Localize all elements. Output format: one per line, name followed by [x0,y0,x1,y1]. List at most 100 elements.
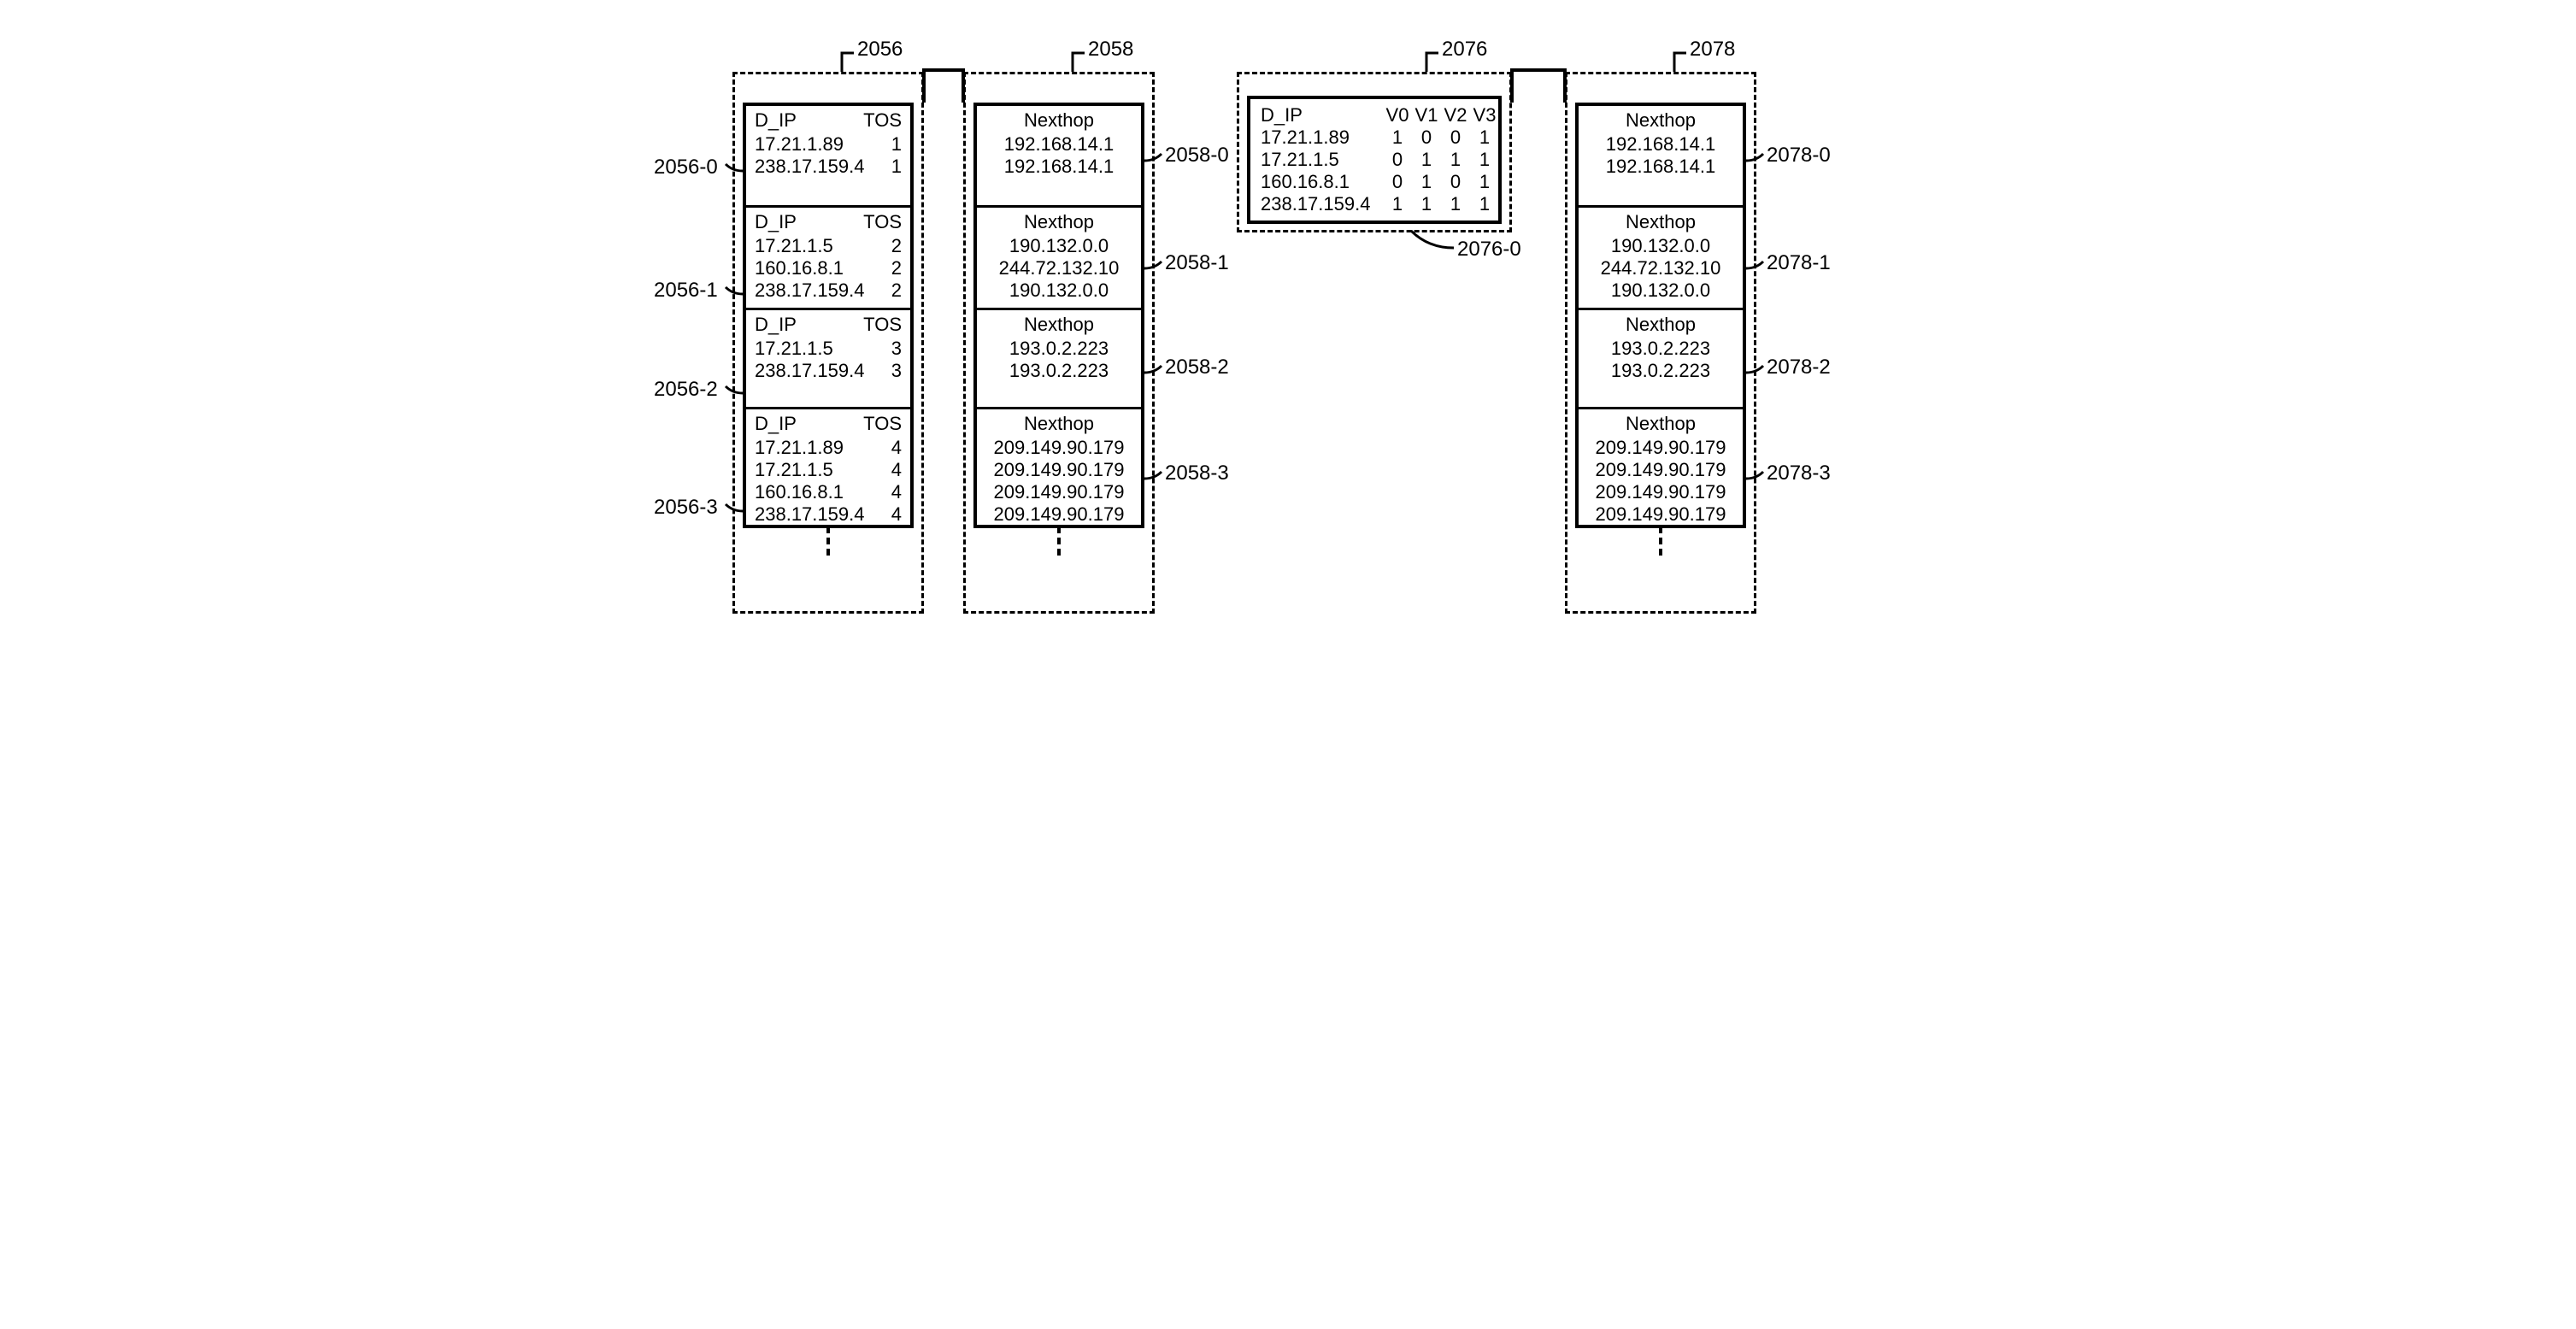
cell: 17.21.1.5 [755,338,833,360]
table-2056: D_IP TOS 17.21.1.89 1 238.17.159.4 1 D_IP TO… [743,103,914,528]
hdr-dip: D_IP [755,314,797,336]
cell: 238.17.159.4 [755,279,864,302]
cell: 1 [1385,126,1409,149]
cell: 4 [885,481,902,503]
hdr-tos: TOS [863,109,902,132]
section-2078-3: Nexthop 209.149.90.179 209.149.90.179 20… [1579,407,1743,525]
cell: 238.17.159.4 [755,360,864,382]
hdr-nexthop: Nexthop [1626,413,1696,435]
hdr-dip: D_IP [755,211,797,233]
cell: 1 [1385,193,1409,215]
hdr-nexthop: Nexthop [1626,109,1696,132]
cell: 1 [885,156,902,178]
cell: 238.17.159.4 [755,503,864,526]
bracket-2076-left [1510,68,1514,103]
cell: 1 [1473,149,1497,171]
cell: 17.21.1.89 [755,437,844,459]
cell: 193.0.2.223 [1611,360,1710,382]
bracket-2076-top [1510,68,1567,72]
ref-2076: 2076 [1442,38,1487,62]
table-2058: Nexthop 192.168.14.1 192.168.14.1 Nextho… [973,103,1144,528]
ref-2078-3: 2078-3 [1767,462,1831,485]
ref-2078: 2078 [1690,38,1735,62]
continuation-dots-2078 [1659,526,1662,556]
cell: 4 [885,437,902,459]
hdr-tos: TOS [863,413,902,435]
leader-2056-1 [717,285,743,309]
cell: 190.132.0.0 [1009,235,1109,257]
cell: 160.16.8.1 [1261,171,1380,193]
cell: 17.21.1.5 [755,235,833,257]
leader-2056-0 [717,162,743,186]
cell: 0 [1385,149,1409,171]
cell: 1 [1414,193,1438,215]
hdr-dip: D_IP [755,109,797,132]
table-2078: Nexthop 192.168.14.1 192.168.14.1 Nextho… [1575,103,1746,528]
cell: 17.21.1.89 [1261,126,1380,149]
section-2058-1: Nexthop 190.132.0.0 244.72.132.10 190.13… [977,205,1141,308]
cell: 209.149.90.179 [1596,503,1726,526]
cell: 4 [885,503,902,526]
hdr-tos: TOS [863,211,902,233]
cell: 17.21.1.5 [1261,149,1380,171]
cell: 1 [1473,126,1497,149]
hdr-v3: V3 [1473,104,1497,126]
cell: 238.17.159.4 [755,156,864,178]
cell: 244.72.132.10 [999,257,1120,279]
cell: 1 [1473,171,1497,193]
cell: 209.149.90.179 [994,437,1125,459]
section-2078-0: Nexthop 192.168.14.1 192.168.14.1 [1579,106,1743,205]
hdr-nexthop: Nexthop [1626,314,1696,336]
cell: 209.149.90.179 [1596,481,1726,503]
ref-2056-0: 2056-0 [654,156,718,179]
cell: 1 [1444,149,1467,171]
leader-2076-0 [1411,227,1462,258]
section-2078-1: Nexthop 190.132.0.0 244.72.132.10 190.13… [1579,205,1743,308]
cell: 1 [1414,171,1438,193]
hdr-nexthop: Nexthop [1626,211,1696,233]
hdr-nexthop: Nexthop [1024,109,1094,132]
cell: 1 [885,133,902,156]
continuation-dots-2056 [826,526,830,556]
cell: 160.16.8.1 [755,257,844,279]
cell: 192.168.14.1 [1606,133,1715,156]
cell: 192.168.14.1 [1004,156,1114,178]
cell: 2 [885,235,902,257]
cell: 190.132.0.0 [1611,235,1710,257]
hdr-nexthop: Nexthop [1024,413,1094,435]
cell: 17.21.1.89 [755,133,844,156]
cell: 0 [1444,171,1467,193]
section-2058-3: Nexthop 209.149.90.179 209.149.90.179 20… [977,407,1141,525]
leader-2056-3 [717,503,743,526]
section-2056-2: D_IPTOS 17.21.1.53 238.17.159.43 [746,308,910,407]
ref-2078-2: 2078-2 [1767,356,1831,379]
section-2058-2: Nexthop 193.0.2.223 193.0.2.223 [977,308,1141,407]
cell: 193.0.2.223 [1611,338,1710,360]
ref-2078-1: 2078-1 [1767,251,1831,275]
ref-2056-2: 2056-2 [654,378,718,402]
cell: 0 [1444,126,1467,149]
ref-2076-0: 2076-0 [1457,238,1521,262]
cell: 3 [885,360,902,382]
cell: 209.149.90.179 [994,503,1125,526]
cell: 209.149.90.179 [994,459,1125,481]
cell: 244.72.132.10 [1601,257,1721,279]
ref-2058-1: 2058-1 [1165,251,1229,275]
section-2056-3: D_IP TOS 17.21.1.89 4 17.21.1.5 4 160.16.8.… [746,407,910,525]
section-2056-0: D_IP TOS 17.21.1.89 1 238.17.159.4 1 [746,106,910,205]
cell: 238.17.159.4 [1261,193,1380,215]
ref-2056: 2056 [857,38,903,62]
section-2058-0: Nexthop 192.168.14.1 192.168.14.1 [977,106,1141,205]
bracket-2056-left [922,68,926,103]
cell: 209.149.90.179 [994,481,1125,503]
hdr-dip: D_IP [755,413,797,435]
cell: 193.0.2.223 [1009,360,1109,382]
cell: 160.16.8.1 [755,481,844,503]
cell: 17.21.1.5 [755,459,833,481]
cell: 2 [885,279,902,302]
cell: 3 [885,338,902,360]
section-2056-1: D_IP TOS 17.21.1.5 2 160.16.8.1 2 238.17.15… [746,205,910,308]
cell: 190.132.0.0 [1009,279,1109,302]
table-2076: D_IP V0 V1 V2 V3 17.21.1.89 1 0 0 1 17.2… [1247,96,1502,224]
cell: 0 [1385,171,1409,193]
